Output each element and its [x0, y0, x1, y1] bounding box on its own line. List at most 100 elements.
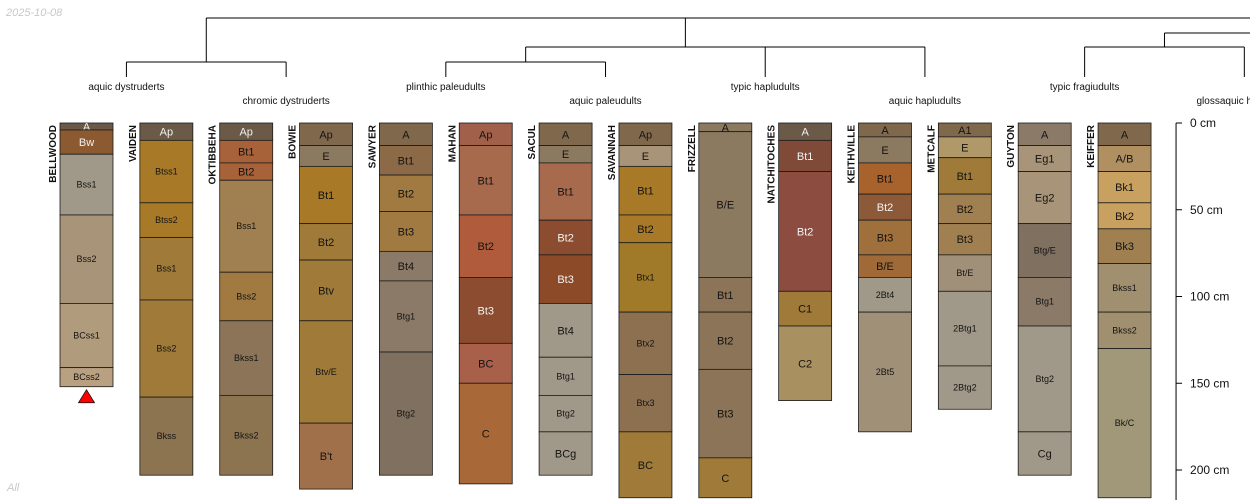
horizon-label: Btg1: [397, 311, 416, 321]
taxon-label: chromic dystruderts: [243, 96, 330, 107]
horizon-label: 2Bt5: [876, 367, 895, 377]
horizon-label: BCg: [555, 449, 576, 461]
horizon-sacul-4: [538, 254, 593, 304]
horizon-label: BCss1: [73, 331, 100, 341]
horizon-label: Bss1: [236, 221, 256, 231]
horizon-label: C: [721, 473, 729, 485]
horizon-label: B/E: [876, 261, 894, 273]
horizon-label: Cg: [1038, 449, 1052, 461]
horizon-label: Btx2: [636, 338, 654, 348]
horizon-label: Bt2: [238, 167, 255, 179]
horizon-label: Bss2: [156, 344, 176, 354]
horizon-metcalf-2: [937, 157, 992, 195]
horizon-guyton-6: [1017, 431, 1072, 476]
profile-name: KEITHVILLE: [847, 125, 858, 184]
horizon-label: Ap: [239, 127, 252, 139]
depth-tick-label: 50 cm: [1190, 203, 1223, 217]
horizon-mahan-2: [458, 214, 513, 278]
horizon-label: Bt2: [717, 336, 734, 348]
profile-sacul: AE Bt1 Bt2 Bt3 Bt4 Btg1 Btg2 BCg SACUL: [527, 122, 593, 476]
horizon-label: Bt1: [877, 174, 894, 186]
horizon-keithville-6: [858, 277, 912, 313]
profile-name: NATCHITOCHES: [767, 125, 778, 204]
horizon-label: A1: [958, 125, 971, 137]
horizon-label: Ap: [639, 129, 652, 141]
horizon-label: Bt4: [557, 325, 574, 337]
profile-metcalf: A1 E Bt1 Bt2 Bt3 Bt/E 2Btg1 2Btg2 METCALF: [926, 122, 992, 410]
horizon-label: A: [722, 122, 730, 134]
horizon-sacul-7: [538, 394, 593, 433]
horizon-natchitoches-3: [778, 290, 833, 327]
profile-name: VAIDEN: [128, 125, 139, 162]
horizon-keiffer-5: [1097, 263, 1152, 313]
horizon-savannah-2: [618, 165, 673, 216]
profile-keithville: AE Bt1 Bt2 Bt3 B/E 2Bt4 2Bt5 KEITHVILLE: [847, 122, 912, 433]
horizon-label: Bkss2: [1112, 325, 1137, 335]
horizon-keiffer-3: [1097, 202, 1152, 230]
horizon-bowie-2: [299, 165, 353, 225]
horizon-natchitoches-2: [778, 171, 833, 292]
profile-oktibbeha: Ap Bt1 Bt2 Bss1 Bss2 Bkss1 Bkss2 OKTIBBEHA: [208, 122, 274, 476]
horizon-frizzell-5: [698, 457, 753, 499]
taxa-labels: aquic dystruderts chromic dystruderts plin…: [88, 82, 1250, 107]
horizon-label: Bk2: [1115, 211, 1134, 223]
depth-tick-label: 0 cm: [1190, 116, 1216, 130]
profile-savannah: Ap E Bt1 Bt2 Btx1 Btx2 Btx3 BC SAVANNAH: [607, 122, 673, 499]
horizon-bowie-6: [299, 422, 353, 490]
horizon-label: Bt2: [557, 233, 574, 245]
horizon-label: Bt3: [877, 233, 894, 245]
horizon-bellwood-4: [59, 303, 114, 369]
horizon-keithville-4: [858, 219, 912, 256]
taxon-label: aquic paleudults: [569, 96, 641, 107]
taxon-label: aquic hapludults: [889, 96, 961, 107]
horizon-label: Btss1: [155, 167, 178, 177]
horizon-label: Bkss2: [234, 430, 259, 440]
profile-frizzell: A B/E Bt1 Bt2 Bt3 C FRIZZELL: [687, 122, 753, 499]
horizon-label: Bk/C: [1115, 418, 1135, 428]
horizon-sacul-2: [538, 162, 593, 221]
horizon-label: Bt1: [477, 175, 494, 187]
horizon-label: Bss1: [156, 264, 176, 274]
horizon-savannah-4: [618, 242, 673, 313]
profile-name: FRIZZELL: [687, 125, 698, 172]
horizon-label: Bt3: [477, 305, 494, 317]
horizon-label: Bt4: [398, 261, 415, 273]
depth-tick-label: 200 cm: [1190, 463, 1229, 477]
horizon-label: Bkss: [157, 431, 177, 441]
profile-name: BELLWOOD: [48, 125, 59, 183]
horizon-guyton-3: [1017, 223, 1072, 278]
profile-name: BOWIE: [288, 125, 299, 159]
horizon-label: A: [1121, 129, 1129, 141]
profile-name: OKTIBBEHA: [208, 125, 219, 184]
horizon-label: Btg2: [1035, 374, 1054, 384]
profile-name: MAHAN: [447, 125, 458, 162]
horizon-metcalf-3: [937, 193, 992, 225]
horizon-label: Btg2: [556, 409, 575, 419]
horizon-label: BCss2: [73, 372, 100, 382]
depth-tick-label: 150 cm: [1190, 376, 1229, 390]
horizon-guyton-4: [1017, 277, 1072, 327]
profile-sawyer: A Bt1 Bt2 Bt3 Bt4 Btg1 Btg2 SAWYER: [367, 122, 433, 476]
taxon-label: glossaquic hapludalfs: [1197, 96, 1250, 107]
horizon-label: Ap: [160, 127, 173, 139]
date-stamp: 2025-10-08: [6, 7, 63, 19]
taxon-label: typic fragiudults: [1050, 82, 1119, 93]
horizon-frizzell-4: [698, 368, 753, 459]
horizon-label: C: [482, 429, 490, 441]
horizon-label: E: [562, 149, 569, 161]
horizon-label: A: [402, 129, 410, 141]
horizon-label: A/B: [1116, 154, 1134, 166]
horizon-bellwood-5: [59, 367, 114, 388]
horizon-label: Bkss1: [1112, 283, 1137, 293]
depth-axis: 0 cm 50 cm 100 cm 150 cm 200 cm: [1175, 116, 1229, 500]
horizon-label: Bss2: [236, 292, 256, 302]
horizon-label: C1: [798, 304, 812, 316]
horizon-guyton-5: [1017, 325, 1072, 433]
horizon-label: Btss2: [155, 215, 178, 225]
horizon-label: Bt2: [957, 204, 974, 216]
horizon-label: Bt2: [318, 237, 335, 249]
horizon-frizzell-3: [698, 311, 753, 370]
horizon-metcalf-5: [937, 254, 992, 292]
taxon-label: plinthic paleudults: [406, 82, 486, 93]
horizon-label: 2Bt4: [876, 290, 895, 300]
